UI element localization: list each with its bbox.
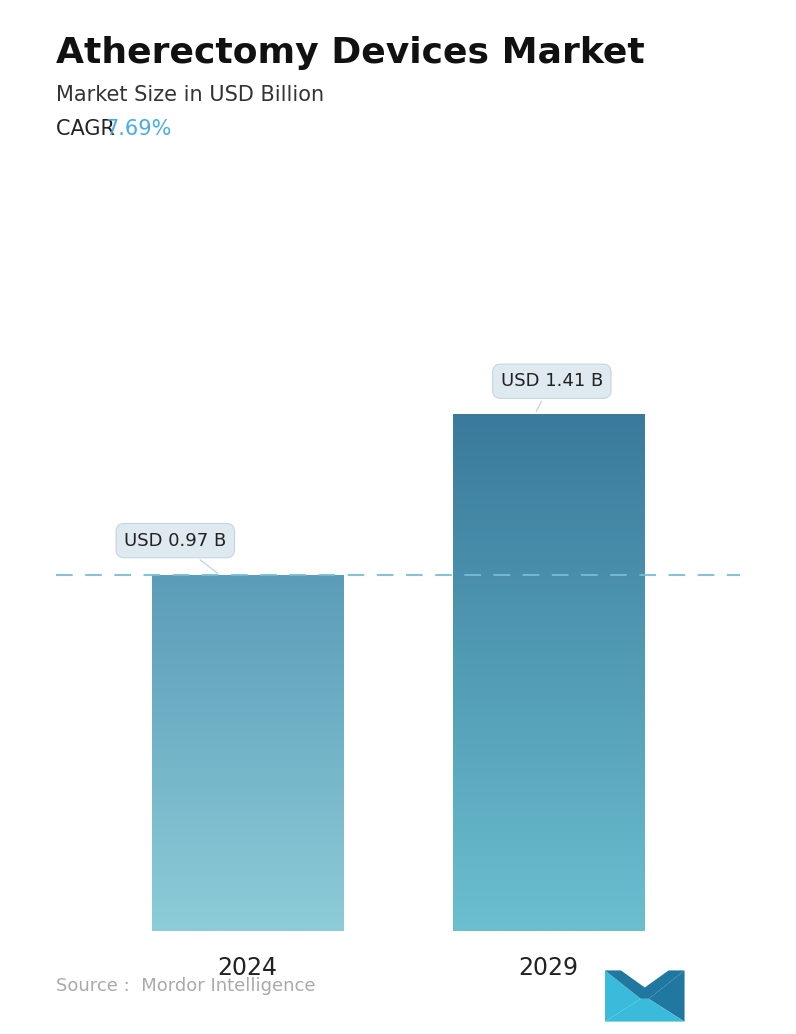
Polygon shape [605, 970, 641, 1022]
Text: Market Size in USD Billion: Market Size in USD Billion [56, 85, 324, 104]
Text: USD 0.97 B: USD 0.97 B [124, 531, 226, 574]
Text: Atherectomy Devices Market: Atherectomy Devices Market [56, 36, 645, 70]
Text: CAGR: CAGR [56, 119, 121, 139]
Polygon shape [605, 999, 685, 1022]
Text: Source :  Mordor Intelligence: Source : Mordor Intelligence [56, 977, 315, 995]
Polygon shape [649, 970, 685, 1022]
Polygon shape [605, 970, 685, 999]
Text: USD 1.41 B: USD 1.41 B [501, 372, 603, 412]
Text: 7.69%: 7.69% [105, 119, 171, 139]
